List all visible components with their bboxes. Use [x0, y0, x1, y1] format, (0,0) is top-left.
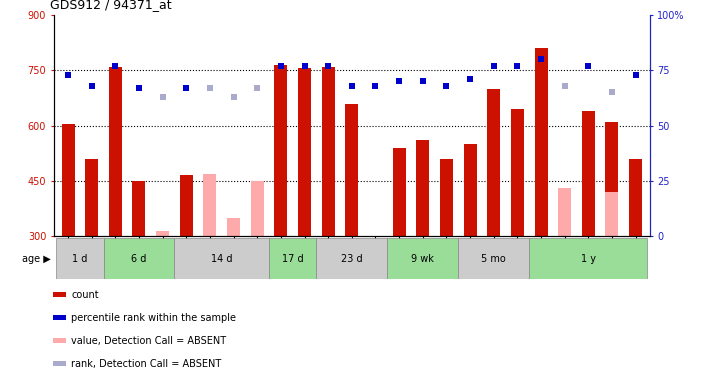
Bar: [53, 338, 66, 343]
Text: 9 wk: 9 wk: [411, 254, 434, 264]
Bar: [458, 238, 529, 279]
Text: GDS912 / 94371_at: GDS912 / 94371_at: [50, 0, 172, 11]
Bar: [203, 174, 216, 236]
Bar: [103, 238, 174, 279]
Bar: [251, 181, 264, 236]
Bar: [62, 124, 75, 236]
Bar: [558, 188, 571, 236]
Text: count: count: [71, 290, 98, 300]
Bar: [269, 238, 317, 279]
Bar: [345, 104, 358, 236]
Bar: [582, 111, 595, 236]
Bar: [133, 181, 146, 236]
Text: 14 d: 14 d: [211, 254, 233, 264]
Bar: [53, 292, 66, 297]
Bar: [510, 109, 524, 236]
Bar: [387, 238, 458, 279]
Bar: [56, 238, 103, 279]
Bar: [440, 159, 453, 236]
Bar: [416, 140, 429, 236]
Text: 5 mo: 5 mo: [481, 254, 506, 264]
Bar: [53, 361, 66, 366]
Bar: [393, 148, 406, 236]
Bar: [629, 159, 642, 236]
Bar: [298, 69, 311, 236]
Text: 6 d: 6 d: [131, 254, 146, 264]
Bar: [605, 122, 618, 236]
Bar: [322, 67, 335, 236]
Text: 23 d: 23 d: [341, 254, 363, 264]
Bar: [274, 65, 287, 236]
Bar: [227, 218, 240, 236]
Bar: [180, 176, 193, 236]
Bar: [156, 231, 169, 236]
Text: 17 d: 17 d: [282, 254, 304, 264]
Bar: [488, 89, 500, 236]
Bar: [605, 192, 618, 236]
Bar: [464, 144, 477, 236]
Bar: [109, 67, 122, 236]
Bar: [85, 159, 98, 236]
Bar: [534, 48, 548, 236]
Text: rank, Detection Call = ABSENT: rank, Detection Call = ABSENT: [71, 358, 221, 369]
Bar: [529, 238, 648, 279]
Text: value, Detection Call = ABSENT: value, Detection Call = ABSENT: [71, 336, 226, 345]
Text: percentile rank within the sample: percentile rank within the sample: [71, 313, 236, 322]
Text: age ▶: age ▶: [22, 254, 50, 264]
Bar: [317, 238, 387, 279]
Text: 1 y: 1 y: [581, 254, 596, 264]
Bar: [53, 315, 66, 320]
Text: 1 d: 1 d: [73, 254, 88, 264]
Bar: [174, 238, 269, 279]
